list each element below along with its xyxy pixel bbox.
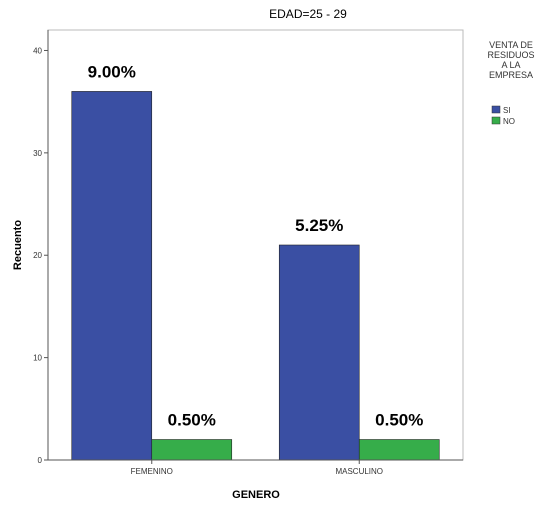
y-axis-title: Recuento — [12, 220, 24, 270]
y-tick-label: 10 — [33, 354, 42, 363]
legend-title-line-1: VENTA DE — [489, 40, 533, 50]
chart-title: EDAD=25 - 29 — [269, 7, 347, 21]
bar-no-femenino — [151, 439, 233, 461]
y-tick-label: 0 — [38, 456, 43, 465]
legend-title-line-4: EMPRESA — [489, 70, 533, 80]
x-tick-label: MASCULINO — [335, 467, 383, 476]
legend-label-no: NO — [503, 117, 515, 126]
y-tick-label: 20 — [33, 251, 42, 260]
bar-no-masculino — [358, 439, 440, 461]
data-label-si-femenino: 9.00% — [88, 62, 136, 81]
legend-swatch-si — [491, 105, 501, 114]
y-tick-label: 30 — [33, 149, 42, 158]
bar-si-femenino — [71, 91, 153, 461]
legend-label-si: SI — [503, 106, 511, 115]
legend: VENTA DE RESIDUOS A LA EMPRESA SI NO — [487, 40, 534, 126]
data-label-si-masculino: 5.25% — [295, 216, 343, 235]
legend-title-line-2: RESIDUOS — [487, 50, 534, 60]
x-tick-label: FEMENINO — [131, 467, 173, 476]
data-label-no-masculino: 0.50% — [375, 411, 423, 430]
x-axis-title: GENERO — [232, 489, 280, 501]
y-tick-label: 40 — [33, 46, 42, 55]
bar-si-masculino — [278, 244, 360, 461]
legend-swatch-no — [491, 116, 501, 125]
data-label-no-femenino: 0.50% — [168, 411, 216, 430]
legend-title-line-3: A LA — [501, 60, 520, 70]
